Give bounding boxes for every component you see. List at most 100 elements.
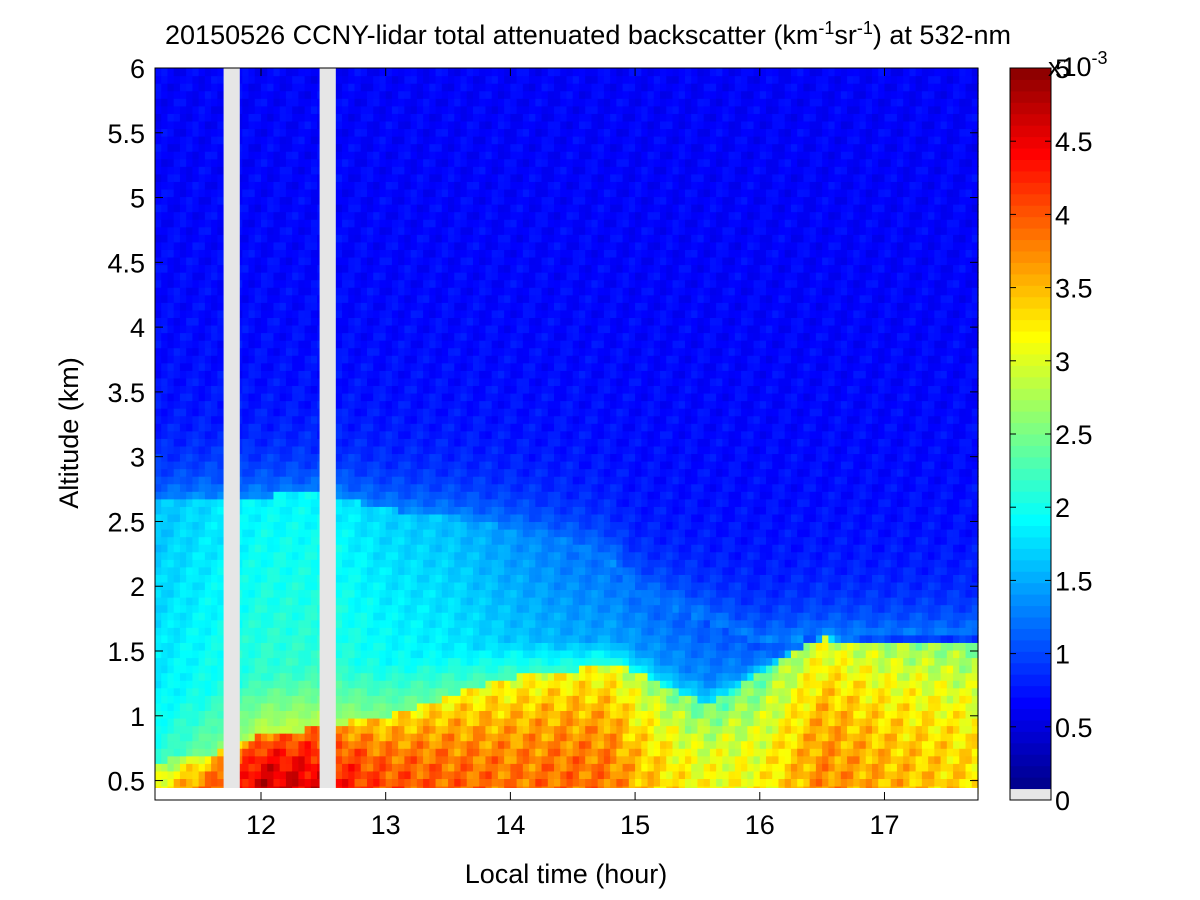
heatmap-cell bbox=[211, 272, 218, 281]
heatmap-cell bbox=[348, 385, 356, 394]
heatmap-cell bbox=[342, 211, 349, 220]
heatmap-cell bbox=[398, 272, 405, 281]
heatmap-cell bbox=[186, 264, 193, 273]
heatmap-cell bbox=[192, 536, 200, 545]
heatmap-cell bbox=[472, 219, 480, 228]
heatmap-cell bbox=[173, 559, 181, 568]
heatmap-cell bbox=[217, 317, 225, 326]
heatmap-cell bbox=[342, 385, 349, 394]
heatmap-cell bbox=[404, 778, 412, 787]
heatmap-cell bbox=[366, 143, 374, 152]
heatmap-cell bbox=[285, 415, 293, 424]
heatmap-cell bbox=[179, 75, 187, 84]
heatmap-cell bbox=[379, 649, 387, 659]
heatmap-cell bbox=[460, 460, 468, 470]
heatmap-cell bbox=[298, 657, 306, 666]
heatmap-cell bbox=[298, 196, 306, 205]
heatmap-cell bbox=[454, 362, 462, 371]
heatmap-cell bbox=[254, 377, 262, 387]
heatmap-cell bbox=[179, 256, 187, 266]
heatmap-cell bbox=[292, 619, 299, 628]
heatmap-cell bbox=[279, 529, 287, 538]
heatmap-cell bbox=[366, 219, 374, 228]
heatmap-cell bbox=[292, 347, 299, 356]
heatmap-cell bbox=[385, 574, 393, 583]
heatmap-cell bbox=[167, 491, 175, 500]
heatmap-cell bbox=[155, 355, 162, 364]
heatmap-cell bbox=[285, 589, 293, 598]
heatmap-cell bbox=[335, 597, 343, 606]
heatmap-cell bbox=[285, 725, 293, 734]
heatmap-cell bbox=[161, 733, 169, 742]
heatmap-cell bbox=[254, 90, 262, 99]
heatmap-cell bbox=[167, 551, 175, 560]
heatmap-cell bbox=[161, 612, 169, 621]
heatmap-cell bbox=[192, 264, 200, 273]
heatmap-cell bbox=[242, 279, 250, 288]
heatmap-cell bbox=[179, 755, 187, 764]
heatmap-cell bbox=[292, 498, 299, 507]
heatmap-cell bbox=[292, 453, 299, 462]
heatmap-cell bbox=[279, 68, 287, 77]
heatmap-cell bbox=[404, 173, 412, 182]
heatmap-cell bbox=[354, 83, 362, 92]
heatmap-cell bbox=[441, 241, 449, 250]
heatmap-cell bbox=[304, 332, 312, 341]
heatmap-cell bbox=[298, 120, 306, 130]
heatmap-cell bbox=[217, 340, 225, 349]
heatmap-cell bbox=[404, 317, 412, 326]
heatmap-cell bbox=[254, 204, 262, 213]
heatmap-cell bbox=[298, 491, 306, 500]
heatmap-cell bbox=[204, 710, 212, 719]
heatmap-cell bbox=[398, 173, 405, 182]
heatmap-cell bbox=[292, 529, 299, 538]
heatmap-cell bbox=[211, 604, 218, 613]
heatmap-cell bbox=[366, 188, 374, 198]
heatmap-cell bbox=[260, 226, 268, 235]
heatmap-cell bbox=[285, 75, 293, 84]
heatmap-cell bbox=[161, 672, 169, 681]
heatmap-cell bbox=[310, 597, 318, 606]
heatmap-cell bbox=[360, 105, 368, 114]
heatmap-cell bbox=[479, 778, 487, 787]
heatmap-cell bbox=[267, 460, 275, 470]
heatmap-cell bbox=[423, 219, 430, 228]
heatmap-cell bbox=[416, 680, 424, 689]
heatmap-cell bbox=[273, 604, 281, 613]
heatmap-cell bbox=[429, 219, 437, 228]
heatmap-cell bbox=[379, 755, 387, 764]
heatmap-cell bbox=[391, 98, 399, 107]
heatmap-cell bbox=[472, 445, 480, 455]
heatmap-cell bbox=[242, 649, 250, 659]
heatmap-cell bbox=[373, 430, 381, 439]
heatmap-cell bbox=[429, 740, 437, 749]
heatmap-cell bbox=[198, 468, 206, 477]
heatmap-cell bbox=[304, 347, 312, 356]
heatmap-cell bbox=[335, 98, 343, 107]
heatmap-cell bbox=[298, 438, 306, 447]
heatmap-cell bbox=[460, 491, 468, 500]
heatmap-cell bbox=[292, 687, 299, 696]
heatmap-cell bbox=[292, 98, 299, 107]
heatmap-cell bbox=[335, 415, 343, 424]
heatmap-cell bbox=[354, 256, 362, 266]
heatmap-cell bbox=[198, 90, 206, 99]
heatmap-cell bbox=[173, 272, 181, 281]
heatmap-cell bbox=[298, 566, 306, 575]
heatmap-cell bbox=[398, 763, 405, 772]
heatmap-cell bbox=[211, 642, 218, 651]
heatmap-cell bbox=[204, 317, 212, 326]
heatmap-cell bbox=[460, 559, 468, 568]
heatmap-cell bbox=[173, 725, 181, 734]
heatmap-cell bbox=[441, 529, 449, 538]
heatmap-cell bbox=[254, 415, 262, 424]
heatmap-cell bbox=[260, 680, 268, 689]
heatmap-cell bbox=[354, 196, 362, 205]
heatmap-cell bbox=[310, 589, 318, 598]
heatmap-cell bbox=[448, 98, 455, 107]
heatmap-cell bbox=[173, 483, 181, 492]
heatmap-cell bbox=[423, 468, 430, 477]
heatmap-cell bbox=[466, 234, 474, 243]
heatmap-cell bbox=[448, 166, 455, 175]
heatmap-cell bbox=[410, 392, 418, 402]
